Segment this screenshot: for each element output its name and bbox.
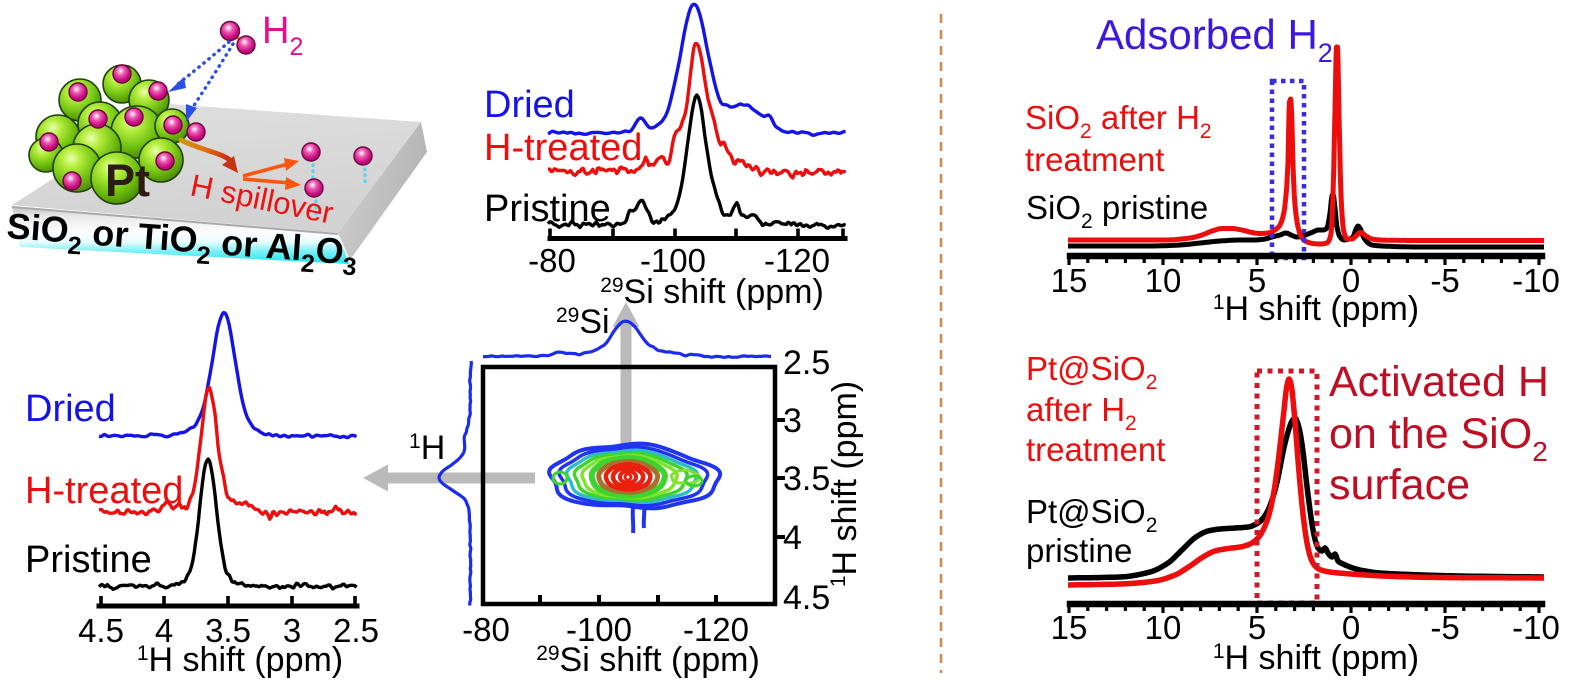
svg-text:Pt@SiO2: Pt@SiO2 [1026,493,1157,537]
svg-text:15: 15 [1051,609,1088,646]
svg-text:-80: -80 [528,242,576,279]
svg-text:-120: -120 [764,242,830,279]
svg-text:Dried: Dried [25,388,116,430]
svg-text:-100: -100 [640,242,706,279]
svg-text:2.5: 2.5 [333,612,379,649]
svg-text:3.5: 3.5 [783,460,830,498]
svg-text:10: 10 [1145,609,1182,646]
svg-text:1H shift (ppm): 1H shift (ppm) [1213,290,1419,328]
svg-text:SiO2 after H2: SiO2 after H2 [1025,99,1212,143]
svg-text:Activated H: Activated H [1329,358,1549,406]
svg-text:after H2: after H2 [1026,391,1137,435]
svg-text:SiO2 pristine: SiO2 pristine [1026,189,1208,233]
svg-text:1H: 1H [409,429,445,467]
svg-text:4: 4 [783,519,802,557]
svg-text:Pt: Pt [105,155,150,206]
svg-text:-5: -5 [1430,262,1459,299]
svg-text:4: 4 [155,612,173,649]
svg-text:5: 5 [1248,262,1266,299]
svg-text:29Si shift (ppm): 29Si shift (ppm) [600,273,824,311]
svg-text:5: 5 [1248,609,1266,646]
svg-text:-10: -10 [1512,609,1560,646]
svg-text:2.5: 2.5 [783,344,830,382]
svg-text:on the SiO2: on the SiO2 [1329,410,1548,467]
svg-text:treatment: treatment [1026,431,1165,468]
svg-text:4.5: 4.5 [78,612,124,649]
svg-text:3: 3 [283,612,301,649]
svg-text:-120: -120 [683,611,749,648]
svg-text:Dried: Dried [484,84,575,126]
svg-text:1H shift (ppm): 1H shift (ppm) [1213,639,1419,677]
svg-text:Pristine: Pristine [484,188,611,230]
svg-text:0: 0 [1342,262,1360,299]
svg-text:29Si shift (ppm): 29Si shift (ppm) [536,641,760,679]
svg-text:3: 3 [783,402,802,440]
svg-text:0: 0 [1342,609,1360,646]
svg-text:29Si: 29Si [556,303,610,341]
svg-text:4.5: 4.5 [783,579,830,617]
svg-text:treatment: treatment [1025,141,1164,178]
svg-text:3.5: 3.5 [205,612,251,649]
svg-text:-5: -5 [1430,609,1459,646]
svg-text:-100: -100 [566,611,632,648]
svg-text:pristine: pristine [1026,532,1132,569]
svg-text:15: 15 [1051,262,1088,299]
svg-text:surface: surface [1329,461,1470,509]
svg-text:-80: -80 [462,611,510,648]
svg-text:Pristine: Pristine [25,539,152,581]
svg-text:Pt@SiO2: Pt@SiO2 [1026,350,1157,394]
svg-text:-10: -10 [1512,262,1560,299]
svg-text:1H shift (ppm): 1H shift (ppm) [826,381,864,587]
svg-text:H-treated: H-treated [484,127,642,169]
svg-text:H-treated: H-treated [25,470,183,512]
svg-text:1H shift (ppm): 1H shift (ppm) [137,641,343,679]
svg-text:10: 10 [1145,262,1182,299]
